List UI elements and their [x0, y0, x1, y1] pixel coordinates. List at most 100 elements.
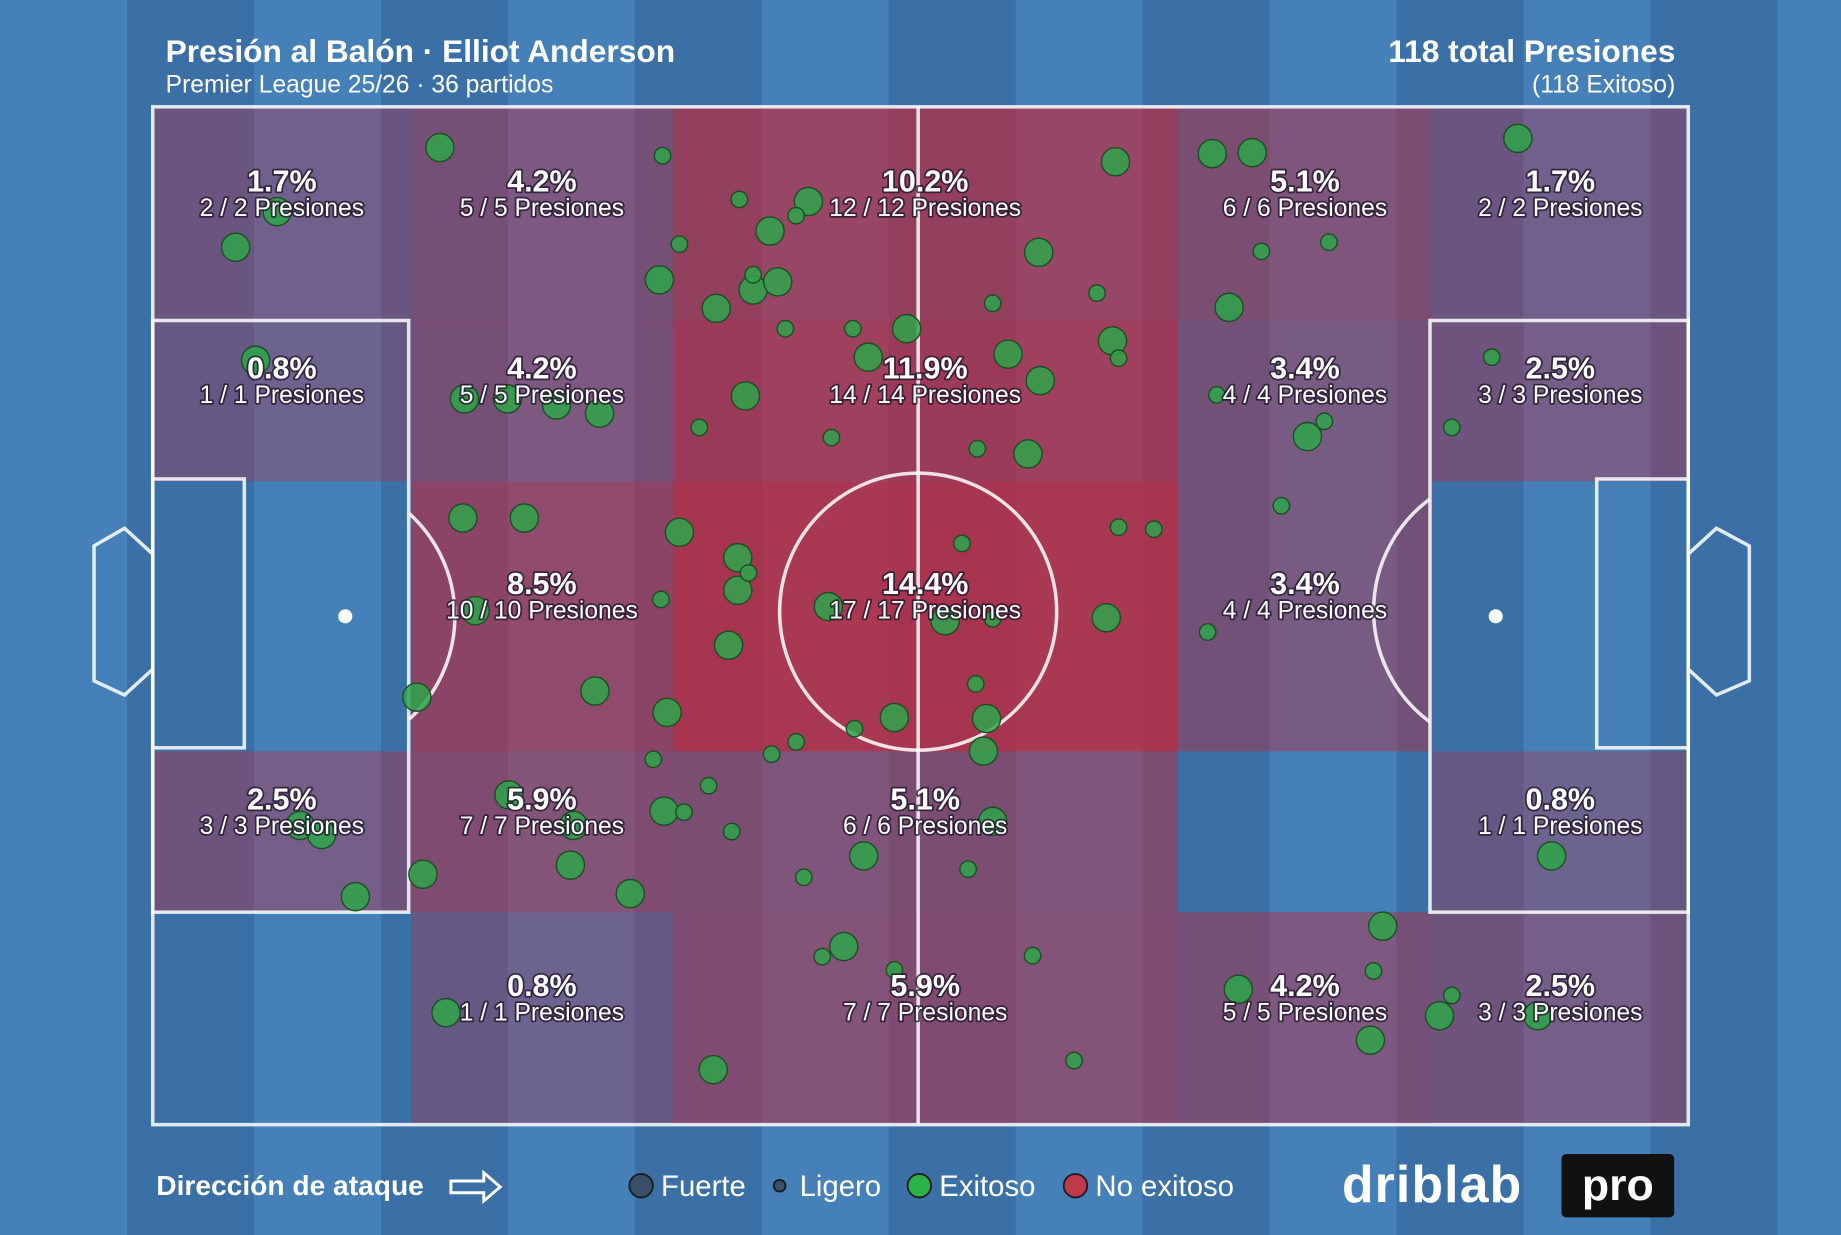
- zone: [1432, 912, 1689, 1125]
- stripe: [1523, 0, 1652, 1235]
- pressure-dot: [966, 675, 985, 693]
- six-yard-box: [150, 477, 247, 750]
- pressure-dot: [959, 860, 978, 879]
- success-label: (118 Exitoso): [1532, 72, 1675, 99]
- subtitle: Premier League 25/26 · 36 partidos: [166, 72, 554, 99]
- legend-marker: [772, 1178, 787, 1193]
- penalty-spot: [1488, 609, 1503, 624]
- brand: driblab: [1342, 1155, 1522, 1213]
- pressure-dot: [1023, 237, 1054, 268]
- zone-pct: 0.8%: [247, 352, 317, 386]
- pressure-dot: [722, 822, 741, 841]
- zone-pct: 8.5%: [507, 567, 577, 601]
- pressure-dot: [698, 1054, 728, 1085]
- zone-count: 10 / 10 Presiones: [446, 598, 638, 625]
- title: Presión al Balón · Elliot Anderson: [166, 33, 675, 69]
- pressure-dot: [644, 265, 675, 295]
- zone-pct: 5.9%: [507, 782, 577, 816]
- pressure-dot: [664, 517, 695, 548]
- zone-pct: 14.4%: [882, 567, 969, 601]
- pressure-dot: [813, 947, 832, 966]
- pressure-dot: [739, 564, 758, 582]
- pressure-dot: [1144, 520, 1163, 539]
- pressure-dot: [1025, 365, 1056, 396]
- pressure-dot: [828, 931, 859, 962]
- pressure-dot: [730, 190, 749, 209]
- pressure-dot: [1088, 284, 1107, 303]
- zone: [152, 320, 412, 482]
- pressure-dot: [1197, 138, 1228, 169]
- pressure-dot: [402, 682, 432, 712]
- pressure-dot: [953, 534, 971, 553]
- pressure-dot: [1023, 946, 1042, 965]
- zone: [1177, 912, 1433, 1125]
- pressure-dot: [541, 390, 572, 420]
- pressure-dot: [787, 733, 806, 751]
- zone-pct: 1.7%: [247, 164, 317, 198]
- zone-pct: 2.5%: [1526, 969, 1596, 1003]
- zone-count: 3 / 3 Presiones: [1478, 382, 1642, 409]
- zone-pct: 4.2%: [1270, 969, 1340, 1003]
- zone-pct: 5.1%: [890, 782, 960, 816]
- pressure-dot: [652, 590, 670, 609]
- stripe: [1396, 0, 1525, 1235]
- zone-pct: 0.8%: [507, 969, 577, 1003]
- zone-count: 7 / 7 Presiones: [843, 1000, 1007, 1027]
- zone-count: 14 / 14 Presiones: [829, 382, 1021, 409]
- stripe: [0, 0, 129, 1235]
- pressure-dot: [580, 676, 610, 706]
- legend-label: Fuerte: [661, 1170, 746, 1203]
- stripe: [1777, 0, 1841, 1235]
- zone-pct: 0.8%: [1526, 782, 1596, 816]
- pressure-dot: [762, 267, 793, 297]
- zone-count: 6 / 6 Presiones: [843, 813, 1007, 840]
- pressure-dot: [1522, 1000, 1553, 1031]
- pressure-dot: [755, 216, 785, 246]
- pressure-dot: [1207, 385, 1226, 404]
- pressure-dot: [1536, 841, 1567, 871]
- zone-count: 5 / 5 Presiones: [460, 382, 624, 409]
- zone: [411, 106, 673, 321]
- pressure-dot: [1442, 986, 1461, 1005]
- zone-pct: 2.5%: [1526, 352, 1596, 386]
- legend-marker: [906, 1173, 932, 1199]
- pressure-dot: [1320, 233, 1338, 252]
- pressure-dot: [885, 961, 904, 979]
- pressure-dot: [794, 868, 813, 887]
- pressure-dot: [845, 719, 864, 738]
- pressure-dot: [460, 595, 490, 626]
- zone-count: 7 / 7 Presiones: [460, 813, 624, 840]
- zone-count: 4 / 4 Presiones: [1223, 382, 1387, 409]
- zone-count: 5 / 5 Presiones: [460, 195, 624, 222]
- stripe: [1650, 0, 1779, 1235]
- pressure-dot: [1100, 147, 1131, 177]
- pressure-dot: [1272, 496, 1291, 515]
- pressure-dot: [431, 997, 461, 1028]
- pressure-dot: [776, 319, 795, 338]
- pressure-dot: [340, 881, 371, 912]
- pressure-dot: [649, 796, 679, 826]
- pressure-dot: [722, 575, 753, 606]
- pressure-dot: [509, 503, 540, 533]
- total-label: 118 total Presiones: [1388, 33, 1675, 69]
- pressure-dot: [993, 339, 1023, 369]
- penalty-arc: [1371, 497, 1432, 724]
- pressure-dot: [722, 542, 753, 573]
- pressure-dot: [1091, 602, 1122, 633]
- legend-marker: [628, 1173, 654, 1199]
- pressure-dot: [1237, 137, 1267, 168]
- pressure-dot: [701, 293, 732, 324]
- pressure-dot: [1482, 348, 1501, 367]
- pressure-dot: [1503, 123, 1533, 154]
- pressure-dot: [494, 780, 524, 810]
- pressure-dot: [675, 803, 693, 822]
- zone-count: 1 / 1 Presiones: [200, 382, 364, 409]
- pressure-dot: [1198, 623, 1217, 641]
- pressure-dot: [787, 206, 806, 225]
- zones: [152, 106, 1689, 1125]
- pressure-dot: [822, 428, 841, 447]
- pressure-dot: [891, 313, 922, 344]
- direction-label: Dirección de ataque: [156, 1169, 424, 1201]
